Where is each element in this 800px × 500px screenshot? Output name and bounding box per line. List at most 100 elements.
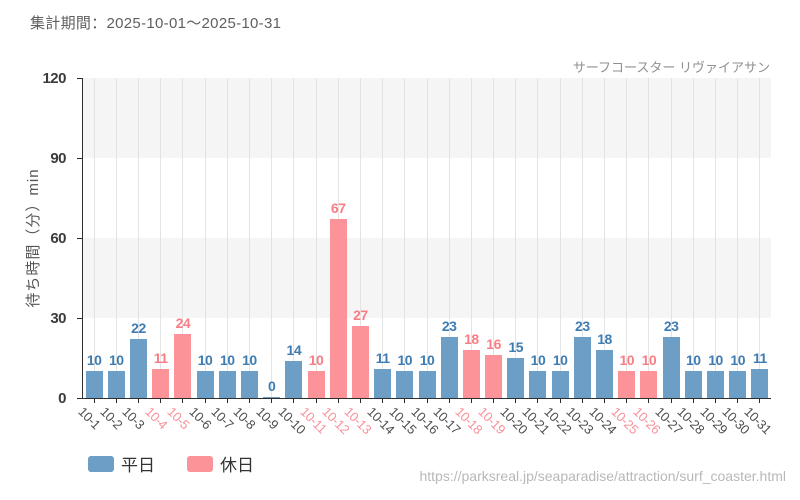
x-tick-mark	[382, 399, 384, 403]
bar-10-20	[507, 358, 525, 398]
bar-value-label: 27	[353, 307, 368, 323]
bar-10-19	[485, 355, 503, 398]
gridline	[226, 78, 228, 398]
bar-value-label: 10	[641, 352, 657, 369]
bar-value-label: 23	[663, 317, 679, 334]
x-tick-mark	[93, 399, 95, 403]
x-tick-mark	[160, 399, 162, 403]
x-tick-label: 10-9	[253, 404, 282, 433]
bar-value-label: 10	[619, 352, 635, 369]
gridline	[382, 78, 384, 398]
bar-value-label: 23	[441, 317, 457, 334]
bar-10-17	[440, 336, 458, 398]
bar-value-label: 10	[197, 352, 213, 369]
y-tick-mark	[77, 77, 82, 79]
x-tick-label: 10-8	[230, 404, 259, 433]
gridline	[115, 78, 117, 398]
x-tick-mark	[470, 399, 472, 403]
bar-value-label: 10	[108, 352, 124, 369]
gridline	[93, 78, 95, 398]
bar-value-label: 10	[308, 352, 324, 369]
gridline	[515, 78, 517, 398]
y-axis-tick-labels: 0 30 60 90 120	[30, 71, 76, 406]
x-tick-mark	[715, 399, 717, 403]
bar-value-label: 16	[486, 336, 501, 353]
gridline	[204, 78, 206, 398]
bar-10-21	[529, 371, 547, 398]
bar-value-label: 10	[419, 352, 435, 369]
x-tick-mark	[226, 399, 228, 403]
x-tick-label: 10-6	[186, 404, 215, 433]
y-tick-label: 60	[50, 230, 66, 247]
bar-value-label: 18	[597, 331, 612, 347]
gridline	[559, 78, 561, 398]
gridline	[404, 78, 406, 398]
weekday-color-swatch	[88, 455, 114, 472]
x-tick-mark	[137, 399, 139, 403]
gridline	[648, 78, 650, 398]
bar-value-label: 10	[708, 352, 723, 369]
plot-area: 10 10 22 11 24 10 10 10 0 14 10 67 27 11 10 10 23 18 16 15 1…	[77, 77, 771, 403]
bar-10-1	[85, 371, 103, 398]
bar-10-14	[374, 368, 392, 398]
bar-10-6	[196, 371, 214, 398]
gridline	[470, 78, 472, 398]
x-tick-mark	[493, 399, 495, 403]
bar-10-15	[396, 371, 414, 398]
bar-10-7	[218, 371, 236, 398]
x-tick-mark	[115, 399, 117, 403]
gridline	[737, 78, 739, 398]
x-tick-mark	[204, 399, 206, 403]
bar-value-label: 10	[397, 352, 413, 369]
x-tick-mark	[737, 399, 739, 403]
bar-10-5	[174, 334, 192, 398]
legend-label-holiday: 休日	[220, 456, 254, 475]
y-tick-label: 0	[58, 390, 66, 407]
y-tick-mark	[77, 317, 82, 319]
gridline	[359, 78, 361, 398]
bar-value-label: 22	[131, 320, 146, 337]
attraction-title: サーフコースター リヴァイアサン	[572, 60, 770, 75]
gridline	[448, 78, 450, 398]
bar-value-label: 10	[219, 352, 235, 369]
gridline	[715, 78, 717, 398]
bar-10-8	[240, 371, 258, 398]
x-tick-mark	[581, 399, 583, 403]
bar-10-22	[551, 371, 569, 398]
bar-value-label: 11	[752, 349, 767, 366]
bar-value-label: 0	[267, 377, 276, 394]
x-tick-mark	[515, 399, 517, 403]
period-title: 集計期間：2025-10-01～2025-10-31	[30, 15, 282, 32]
y-tick-mark	[77, 397, 82, 399]
gridline	[137, 78, 139, 398]
bar-10-23	[573, 336, 591, 398]
gridline	[493, 78, 495, 398]
y-tick-label: 30	[50, 310, 66, 327]
x-tick-label: 10-1	[75, 404, 104, 433]
bar-value-label: 18	[464, 331, 479, 347]
bar-value-label: 67	[330, 200, 346, 217]
gridline	[604, 78, 606, 398]
bar-10-13	[351, 326, 369, 398]
bar-value-label: 11	[153, 349, 168, 366]
bar-10-3	[129, 339, 147, 398]
bar-10-11	[307, 371, 325, 398]
x-tick-mark	[315, 399, 317, 403]
gridline	[692, 78, 694, 398]
legend-label-weekday: 平日	[121, 456, 155, 475]
source-url: https://parksreal.jp/seaparadise/attract…	[419, 468, 786, 484]
gridline	[182, 78, 184, 398]
bar-value-label: 15	[508, 339, 524, 355]
legend-item-holiday: 休日	[187, 451, 254, 476]
y-tick-mark	[77, 237, 82, 239]
bar-10-29	[707, 371, 725, 398]
bar-value-label: 10	[686, 352, 701, 369]
x-tick-mark	[759, 399, 761, 403]
x-tick-mark	[248, 399, 250, 403]
bar-10-31	[751, 368, 769, 398]
y-tick-label: 120	[42, 70, 66, 87]
x-tick-label: 10-5	[164, 404, 193, 433]
x-tick-mark	[404, 399, 406, 403]
x-tick-mark	[182, 399, 184, 403]
